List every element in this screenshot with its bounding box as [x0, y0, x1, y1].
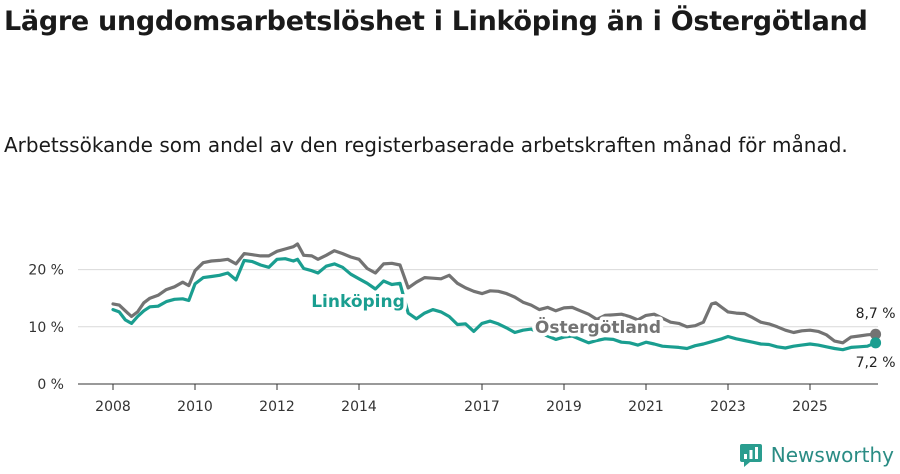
gridlines [78, 269, 878, 328]
x-tick-label: 2017 [464, 399, 500, 415]
series-end-point [870, 328, 882, 340]
brand-name: Newsworthy [770, 443, 894, 467]
y-axis-ticks: 0 % 10 % 20 % [28, 263, 64, 393]
linkoping-label: Linköping [311, 292, 405, 312]
series-line-linkoping [111, 257, 878, 352]
series-lines [111, 242, 882, 352]
x-tick-label: 2023 [710, 399, 746, 415]
x-tick-label: 2025 [792, 399, 828, 415]
y-tick-label: 20 % [28, 263, 64, 279]
chart-title: Lägre ungdomsarbetslöshet i Linköping än… [4, 6, 868, 37]
series-line-ostergotland [111, 242, 878, 345]
newsworthy-logo: Newsworthy [739, 440, 894, 470]
x-tick-label: 2010 [177, 399, 213, 415]
x-axis-ticks: 2008 2010 2012 2014 2017 2019 2021 2023 2025 [95, 384, 828, 415]
chart-subtitle: Arbetssökande som andel av den registerb… [4, 133, 848, 157]
ostergotland-label-halo: Östergötland [535, 316, 661, 338]
x-tick-label: 2019 [546, 399, 582, 415]
x-tick-label: 2021 [628, 399, 664, 415]
series-labels: 8,7 %7,2 %LinköpingLinköpingÖstergötland… [308, 289, 896, 371]
end-value-label: 8,7 % [856, 306, 896, 322]
y-tick-label: 10 % [28, 320, 64, 336]
series-end-point [870, 337, 882, 349]
linkoping-label-halo: Linköping [311, 292, 405, 312]
y-tick-label: 0 % [37, 377, 64, 393]
x-tick-label: 2014 [341, 399, 377, 415]
ostergotland-label: Östergötland [535, 316, 661, 338]
end-value-label: 7,2 % [856, 355, 896, 371]
newsworthy-icon [739, 444, 762, 467]
x-tick-label: 2008 [95, 399, 131, 415]
x-tick-label: 2012 [259, 399, 295, 415]
